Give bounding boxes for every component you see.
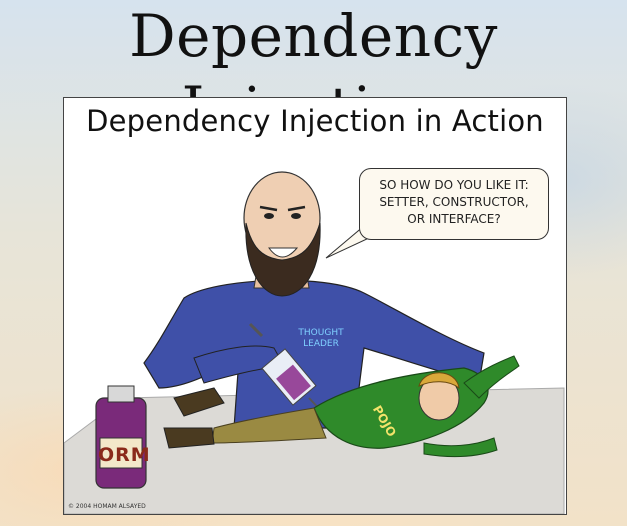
speech-bubble: SO HOW DO YOU LIKE IT: SETTER, CONSTRUCT… (359, 168, 549, 240)
slide-title: Dependency Injection (129, 2, 498, 142)
shirt-label-line-2: LEADER (303, 339, 339, 349)
orm-jar (95, 385, 147, 489)
orm-jar-label: ORM (98, 444, 151, 466)
leader-eye-left (264, 213, 274, 219)
pojo-shoe-lower (163, 427, 215, 449)
leader-beard (245, 222, 321, 297)
pojo-hair (418, 372, 460, 390)
leader-mouth (268, 247, 299, 258)
speech-line-1: SO HOW DO YOU LIKE IT: (379, 178, 529, 192)
pojo-shoe-upper (173, 387, 225, 417)
speech-line-3: OR INTERFACE? (407, 212, 501, 226)
shirt-label: THOUGHT LEADER (286, 328, 356, 350)
leader-eye-right (291, 213, 301, 219)
cartoon-illustration: Dependency Injection in Action (63, 97, 567, 515)
pojo-arm-lower (423, 437, 498, 458)
cartoon-title: Dependency Injection in Action (86, 104, 544, 138)
pojo-arm-raised (463, 355, 520, 399)
copyright-notice: © 2004 HOMAM ALSAYED (68, 503, 146, 510)
shirt-label-line-1: THOUGHT (298, 328, 344, 338)
leader-eyebrows (259, 205, 306, 212)
speech-line-2: SETTER, CONSTRUCTOR, (379, 195, 529, 209)
cartoon-scene (64, 171, 565, 514)
